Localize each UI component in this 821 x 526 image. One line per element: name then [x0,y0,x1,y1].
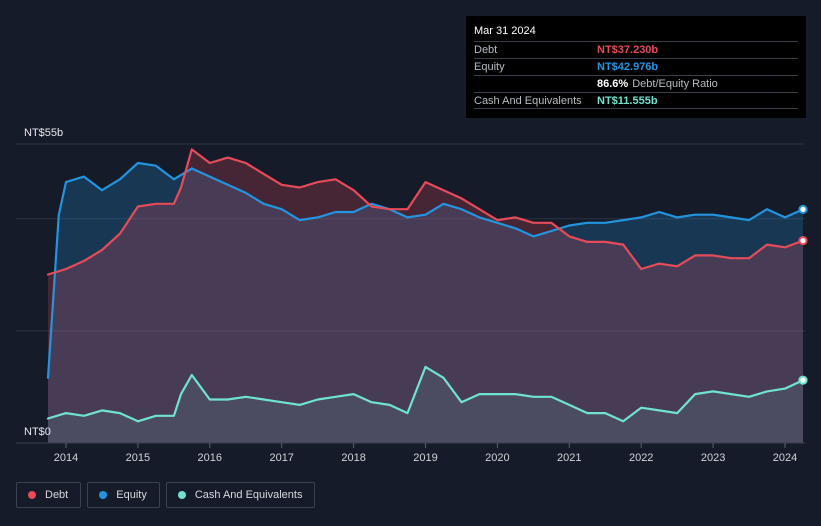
tooltip-debt-label: Debt [474,44,498,56]
equity-area [48,163,803,443]
x-tick-label: 2020 [485,452,509,464]
x-tick-label: 2022 [629,452,653,464]
cash-line [46,365,805,423]
tooltip-row-ratio: 86.6% Debt/Equity Ratio [474,75,798,92]
x-tick-label: 2018 [341,452,365,464]
gridlines [16,143,805,332]
x-tick-label: 2015 [126,452,150,464]
x-tick-label: 2021 [557,452,581,464]
x-tick-label: 2016 [198,452,222,464]
area-layer [48,149,803,443]
x-tick-label: 2014 [54,452,78,464]
legend-equity-label: Equity [116,489,147,501]
tooltip-equity-value: NT$42.976b [597,61,659,73]
legend-item-debt[interactable]: Debt [16,482,82,508]
x-tick-label: 2023 [701,452,725,464]
tooltip-row-equity: Equity NT$42.976b [474,58,798,75]
tooltip-row-cash: Cash And Equivalents NT$11.555b [474,92,798,109]
legend-cash-dot-icon [177,491,186,499]
y-axis-max-label: NT$55b [24,127,63,139]
x-axis: 2014 2015 2016 2017 2018 2019 2020 2021 2022 2023… [16,442,805,464]
cash-end-marker[interactable] [798,375,808,385]
legend-cash-label: Cash And Equivalents [194,489,303,501]
tooltip-equity-label: Equity [474,61,505,73]
tooltip-debt-value: NT$37.230b [597,44,659,56]
x-tick-label: 2019 [413,452,437,464]
cash-area [48,366,803,443]
tooltip-cash-value: NT$11.555b [597,95,658,107]
debt-line [46,148,805,276]
legend-debt-label: Debt [45,489,69,501]
debt-area [48,149,803,443]
tooltip-ratio-value: 86.6% [597,78,629,90]
end-markers [798,204,808,385]
tooltip-panel: Mar 31 2024 Debt NT$37.230b Equity NT$42… [466,16,806,118]
legend-item-cash[interactable]: Cash And Equivalents [165,482,316,508]
equity-line [46,161,805,379]
x-tick-label: 2024 [773,452,797,464]
debt-end-marker[interactable] [798,236,808,246]
tooltip-ratio-label: Debt/Equity Ratio [632,78,718,90]
tooltip-date: Mar 31 2024 [474,25,536,37]
legend-item-equity[interactable]: Equity [87,482,160,508]
equity-end-marker[interactable] [798,204,808,214]
y-axis-min-label: NT$0 [24,426,51,438]
x-tick-label: 2017 [269,452,293,464]
legend-equity-dot-icon [99,491,108,499]
legend-debt-dot-icon [28,491,36,499]
tooltip-cash-label: Cash And Equivalents [474,95,582,107]
line-layer [46,148,805,423]
tooltip-row-debt: Debt NT$37.230b [474,41,798,58]
chart-legend: Debt Equity Cash And Equivalents [16,482,316,508]
